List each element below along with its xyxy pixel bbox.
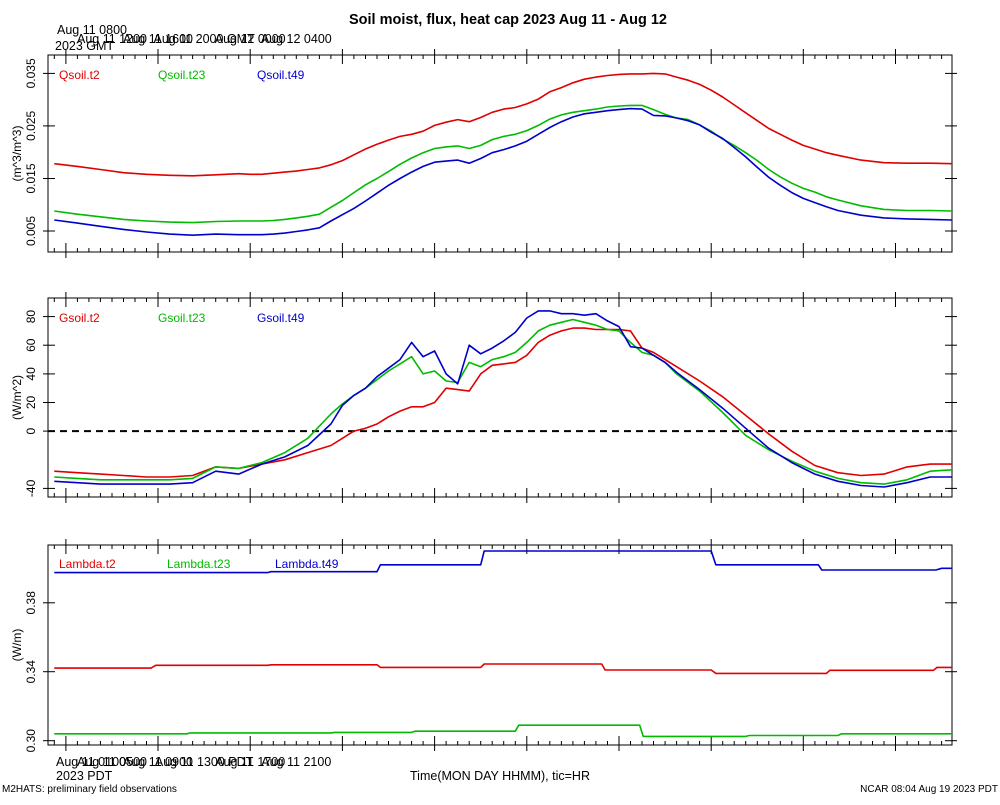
- bottom-axis-tick-label: Aug 11 0100: [56, 755, 126, 769]
- legend-entry-t23: Lambda.t23: [167, 557, 231, 571]
- legend-entry-t2: Qsoil.t2: [59, 68, 100, 82]
- legend-entry-t2: Gsoil.t2: [59, 311, 100, 325]
- series-line-t2: [54, 663, 952, 675]
- y-axis-label: (W/m^2): [10, 375, 24, 420]
- bottom-axis-tick-label: Aug 11 1700: [215, 755, 285, 769]
- y-tick-label: 0.005: [24, 216, 38, 246]
- y-tick-label: 60: [24, 338, 38, 352]
- bottom-axis-tick-label: Aug 11 2100: [261, 755, 331, 769]
- series-line-t49: [54, 310, 952, 488]
- thermal-conductivity-panel: 0.30 0.34 0.38(W/m) Lambda.t2 Lambda.t23 Lamb…: [10, 539, 957, 752]
- legend-entry-t49: Lambda.t49: [275, 557, 339, 571]
- bottom-axis-tick-label: Aug 11 0500: [77, 755, 147, 769]
- series-line-t23: [54, 104, 953, 224]
- top-axis-tick-label: Aug 11 0800: [57, 23, 127, 37]
- top-axis-tick-label: Aug 11 2000 GMT: [153, 32, 255, 46]
- series-line-t23: [54, 318, 953, 485]
- bottom-axis-tick-label: Aug 11 1300 PDT: [155, 755, 254, 769]
- y-tick-label: 0.025: [24, 111, 38, 141]
- y-axis-label: (W/m): [10, 629, 24, 662]
- plot-frame: [47, 544, 953, 746]
- y-tick-label: 0.015: [24, 163, 38, 193]
- bottom-axis-tick-label: Aug 11 0900: [123, 755, 193, 769]
- series-line-t2: [54, 327, 952, 478]
- y-tick-label: 80: [24, 310, 38, 324]
- footer-left: M2HATS: preliminary field observations: [2, 784, 177, 795]
- top-axis-tick-label: Aug 11 1600: [123, 32, 193, 46]
- legend-entry-t49: Qsoil.t49: [257, 68, 305, 82]
- chart-title: Soil moist, flux, heat cap 2023 Aug 11 -…: [349, 12, 667, 28]
- plot-frame: [47, 54, 953, 253]
- top-axis-tick-label: Aug 12 0400: [261, 32, 332, 46]
- series-line-t49: [54, 107, 953, 236]
- series-line-t2: [54, 72, 953, 177]
- legend-entry-t23: Gsoil.t23: [158, 311, 206, 325]
- y-tick-label: 0.30: [24, 729, 38, 753]
- soil-heat-flux-panel: -40 0 20 40 60 80 (W/m^2) Gsoil.t2 Gsoil.t23 Gsoi…: [10, 292, 957, 503]
- series-line-t23: [54, 724, 952, 738]
- y-tick-label: 0.38: [24, 591, 38, 615]
- top-axis-tick-label: Aug 12 0000: [215, 32, 286, 46]
- x-axis-title: Time(MON DAY HHMM), tic=HR: [410, 769, 590, 783]
- y-tick-label: 40: [24, 367, 38, 381]
- legend-entry-t49: Gsoil.t49: [257, 311, 305, 325]
- y-axis-label: (m^3/m^3): [10, 126, 24, 182]
- y-tick-label: 0.035: [24, 58, 38, 88]
- y-tick-label: 20: [24, 396, 38, 410]
- bottom-axis-first-sublabel: 2023 PDT: [56, 769, 113, 783]
- legend-entry-t2: Lambda.t2: [59, 557, 116, 571]
- y-tick-label: 0.34: [24, 660, 38, 684]
- top-axis-tick-label: Aug 11 1200: [77, 32, 147, 46]
- y-tick-label: 0: [24, 427, 38, 434]
- y-tick-label: -40: [24, 479, 38, 497]
- footer-right: NCAR 08:04 Aug 19 2023 PDT: [860, 784, 998, 795]
- plot-frame: [47, 297, 953, 498]
- legend-entry-t23: Qsoil.t23: [158, 68, 206, 82]
- top-axis-first-sublabel: 2023 GMT: [55, 39, 114, 53]
- soil-moisture-panel: 0.005 0.015 0.025 0.035 (m^3/m^3) Qsoil.t2 Qso…: [10, 49, 957, 258]
- series-line-t49: [54, 550, 952, 574]
